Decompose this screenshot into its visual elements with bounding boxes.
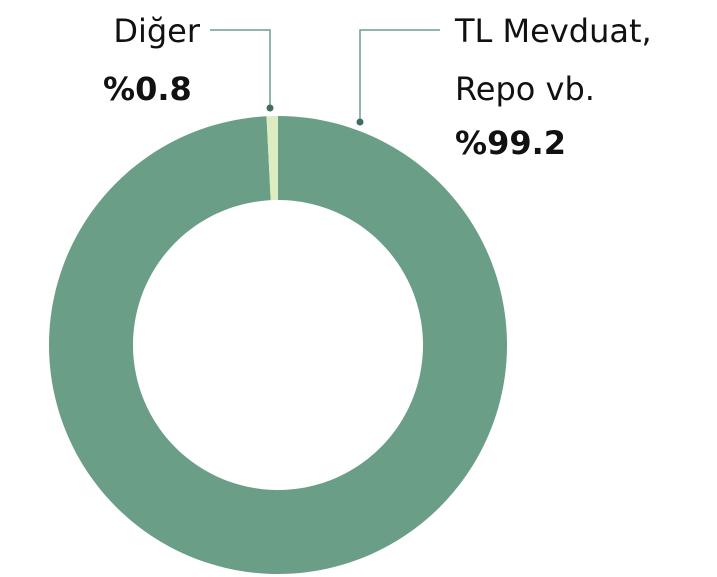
slice-value-label: %0.8 bbox=[103, 70, 192, 108]
slice-label: TL Mevduat, Repo vb. bbox=[455, 12, 652, 108]
leader-dot bbox=[266, 104, 274, 112]
donut-slice bbox=[48, 116, 507, 575]
slice-value-label: %99.2 bbox=[455, 124, 567, 162]
leader-line bbox=[359, 29, 440, 122]
leader-line bbox=[210, 29, 271, 108]
arcs bbox=[48, 116, 507, 575]
leader-dot bbox=[356, 118, 364, 126]
slice-label: Diğer bbox=[113, 12, 200, 50]
donut-slice bbox=[266, 116, 278, 201]
